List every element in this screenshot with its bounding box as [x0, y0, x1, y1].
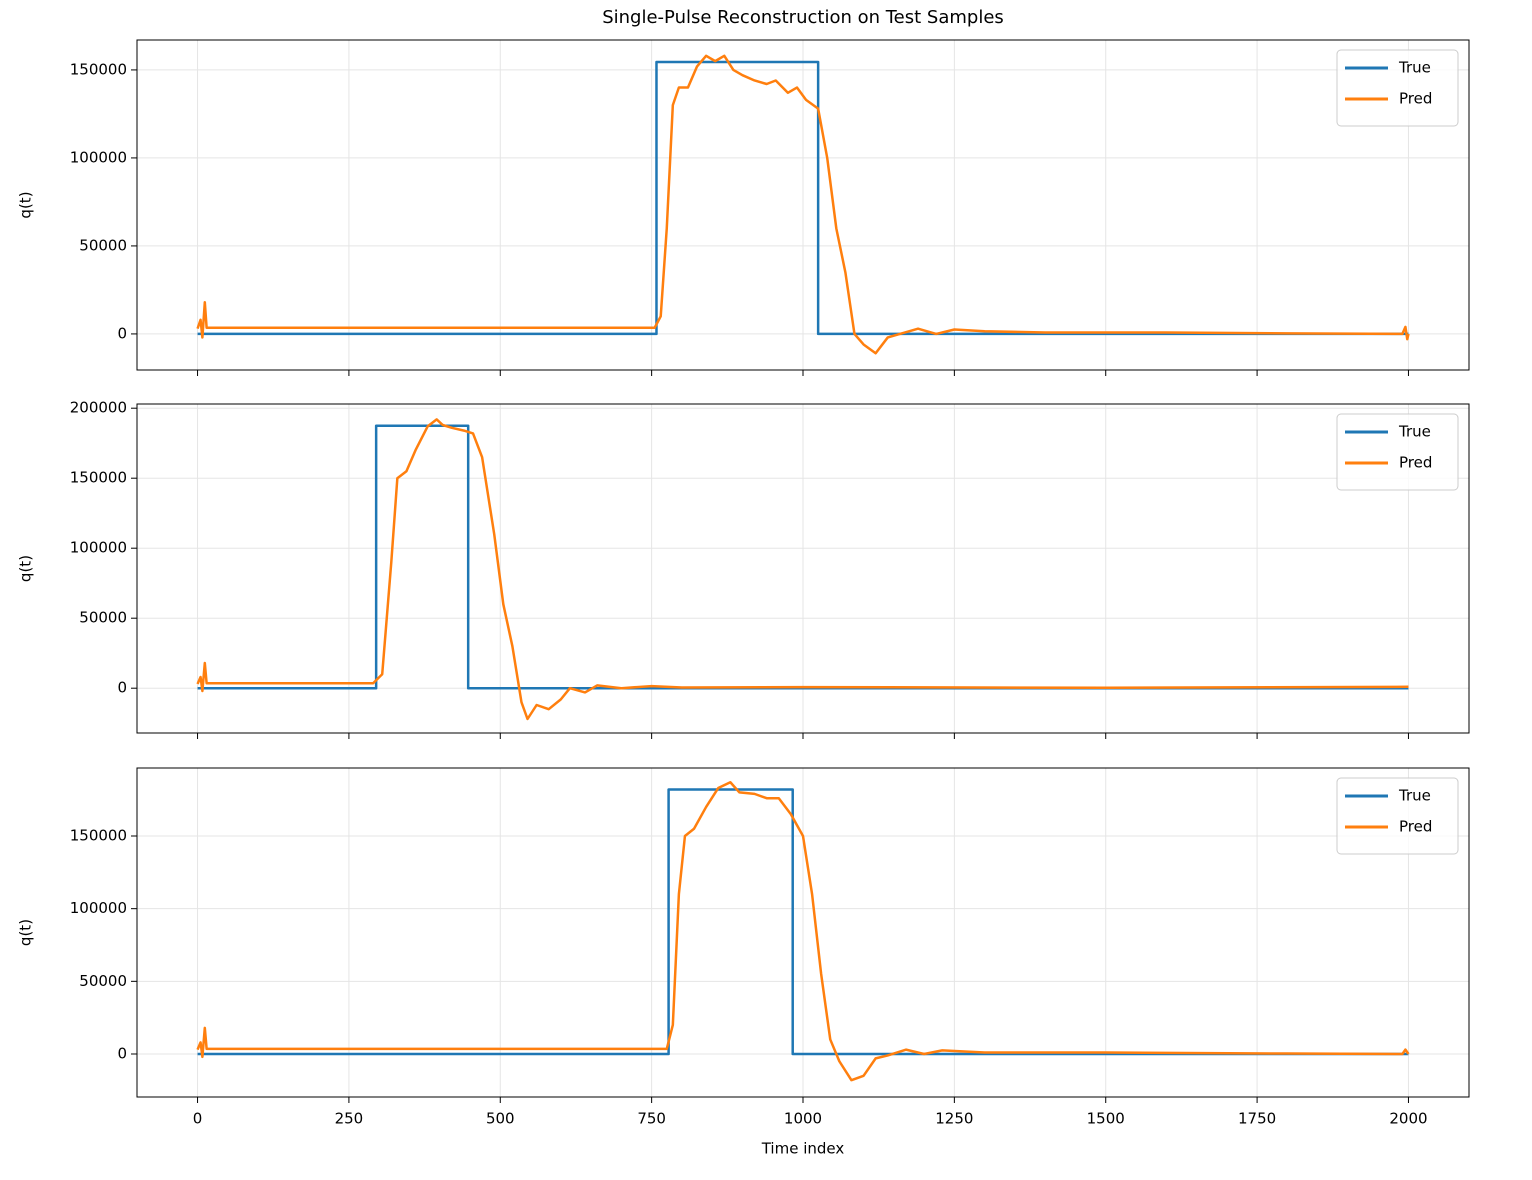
y-tick-label: 200000: [70, 399, 127, 417]
x-tick-label: 1500: [1087, 1110, 1125, 1128]
legend-box: [1336, 777, 1459, 855]
y-tick-label: 50000: [79, 609, 127, 627]
legend-label: True: [1398, 787, 1431, 805]
x-axis-label: Time index: [761, 1140, 845, 1158]
series-line: [197, 60, 1409, 336]
legend-label: Pred: [1399, 818, 1432, 836]
y-tick-label: 100000: [70, 539, 127, 557]
y-tick-label: 150000: [70, 60, 127, 78]
legend-box: [1336, 49, 1459, 127]
x-tick-label: 1000: [784, 1110, 822, 1128]
series-line: [196, 418, 1409, 721]
y-tick-label: 50000: [79, 236, 127, 254]
legend-label: Pred: [1399, 90, 1432, 108]
x-tick-label: 2000: [1389, 1110, 1427, 1128]
y-axis-label: q(t): [17, 191, 35, 218]
y-axis-label: q(t): [17, 919, 35, 946]
axes-frame: [136, 39, 1470, 371]
axes-frame: [136, 767, 1470, 1098]
axes-frame: [136, 403, 1470, 734]
y-axis-label: q(t): [17, 555, 35, 582]
y-tick-label: 150000: [70, 469, 127, 487]
y-tick-label: 100000: [70, 148, 127, 166]
x-tick-label: 750: [637, 1110, 666, 1128]
y-tick-label: 0: [117, 1044, 127, 1062]
series-line: [196, 780, 1410, 1082]
x-tick-label: 1250: [935, 1110, 973, 1128]
y-tick-label: 50000: [79, 972, 127, 990]
y-tick-label: 100000: [70, 899, 127, 917]
y-tick-label: 0: [117, 679, 127, 697]
legend-label: True: [1398, 423, 1431, 441]
y-tick-label: 0: [117, 324, 127, 342]
y-tick-label: 150000: [70, 827, 127, 845]
x-tick-label: 500: [486, 1110, 515, 1128]
x-tick-label: 250: [335, 1110, 364, 1128]
legend-box: [1336, 413, 1459, 491]
x-tick-label: 1750: [1238, 1110, 1276, 1128]
figure-title: Single-Pulse Reconstruction on Test Samp…: [602, 7, 1004, 28]
series-line: [196, 54, 1410, 355]
legend-label: True: [1398, 59, 1431, 77]
legend-label: Pred: [1399, 454, 1432, 472]
x-tick-label: 0: [193, 1110, 203, 1128]
